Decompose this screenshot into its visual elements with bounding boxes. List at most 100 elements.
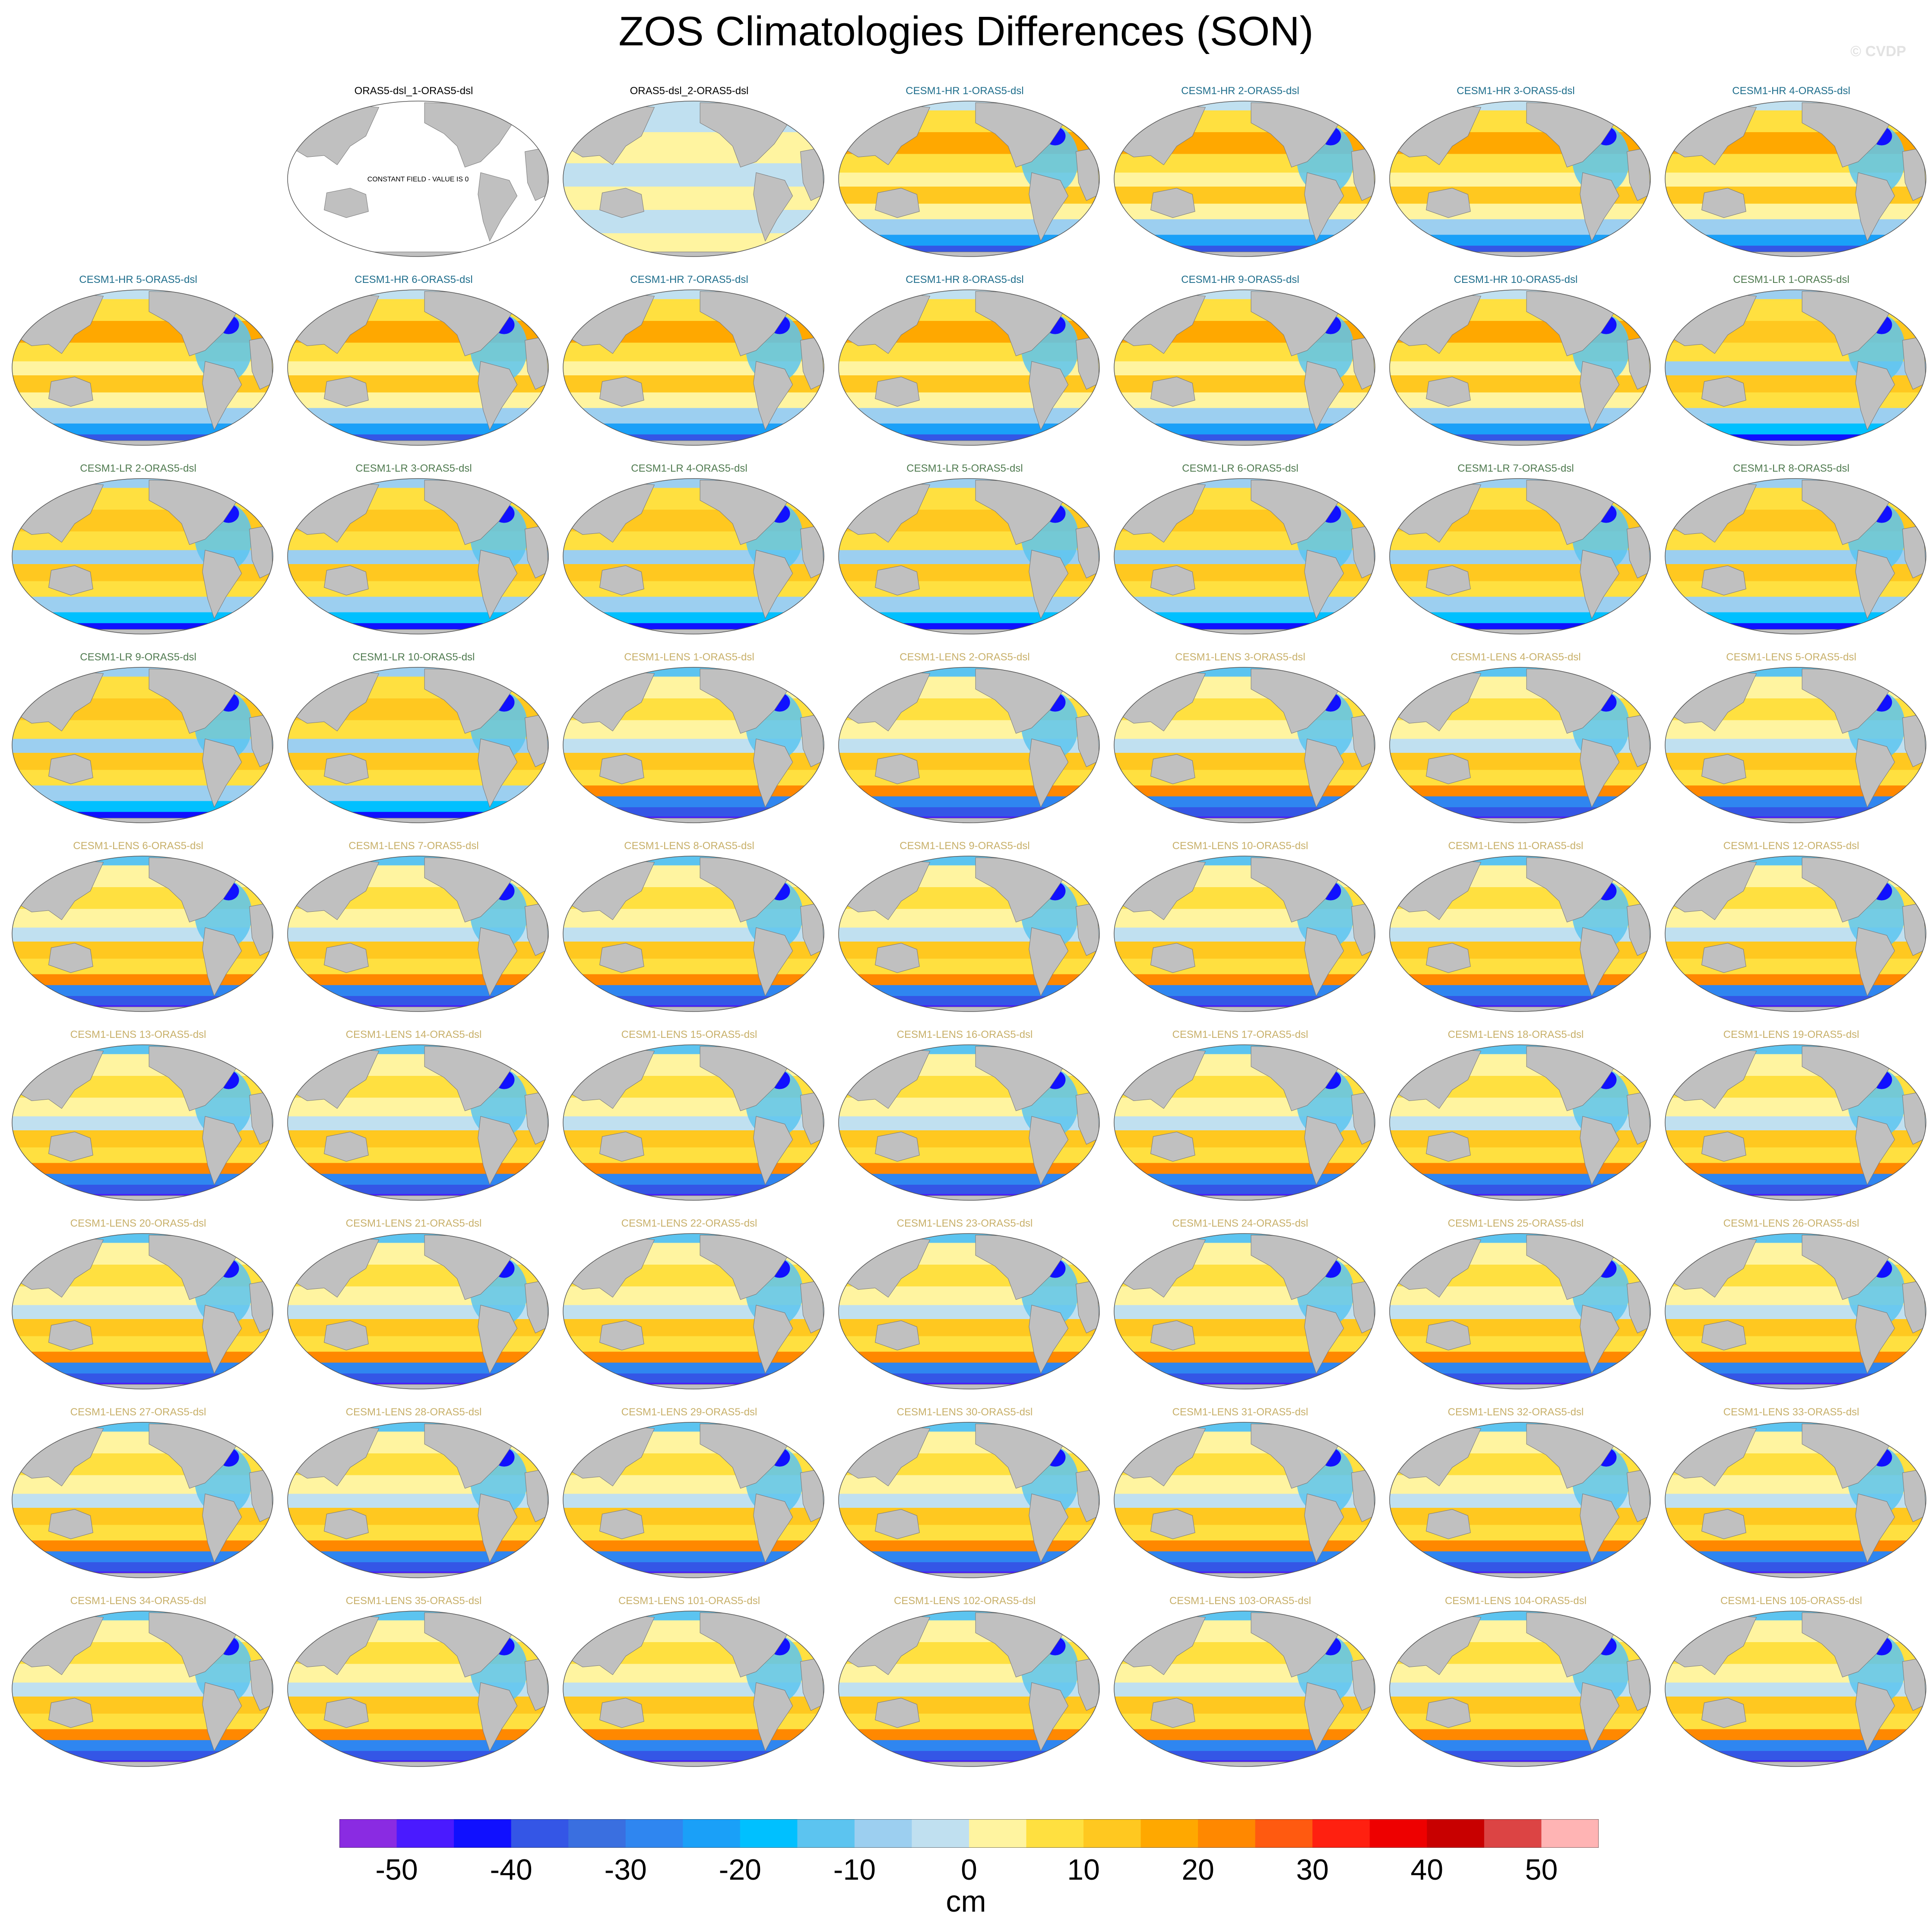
colorbar-swatch <box>1140 1819 1198 1848</box>
antarctica-land <box>621 1384 766 1389</box>
antarctica-land <box>70 440 215 445</box>
sea-level-band <box>839 101 1099 111</box>
antarctica-land <box>621 440 766 445</box>
sea-level-band <box>1114 1045 1375 1055</box>
australia-land <box>48 1509 93 1539</box>
sea-level-band <box>1390 1147 1650 1164</box>
australia-land <box>1701 1320 1746 1351</box>
sea-level-band <box>563 1611 824 1621</box>
world-map <box>1665 856 1926 1012</box>
antarctica-land <box>1172 1006 1317 1012</box>
sea-level-band <box>1665 1163 1926 1174</box>
sea-level-band <box>288 1751 548 1761</box>
colorbar-swatch <box>1427 1819 1485 1848</box>
map-outline <box>287 289 549 446</box>
sea-level-band <box>1390 796 1650 808</box>
south-america-land <box>478 927 518 997</box>
sea-level-band <box>563 1562 824 1572</box>
sea-level-band <box>1665 974 1926 986</box>
sea-level-band <box>1390 1751 1650 1761</box>
sea-level-band <box>1114 219 1375 235</box>
south-america-land <box>202 1304 242 1374</box>
world-map <box>12 1044 273 1201</box>
antarctica-land <box>1723 251 1868 257</box>
sea-level-band <box>12 667 273 677</box>
world-map <box>12 856 273 1012</box>
map-panel: CESM1-LENS 27-ORAS5-dsl <box>0 1406 273 1589</box>
sea-level-band <box>1390 1562 1650 1572</box>
antarctica-land <box>1448 629 1592 634</box>
sea-level-band <box>563 163 824 187</box>
sea-level-band <box>1114 785 1375 797</box>
map-panel: CESM1-LENS 18-ORAS5-dsl <box>1378 1029 1651 1212</box>
sea-level-band <box>839 996 1099 1006</box>
antarctica-land <box>1172 818 1317 823</box>
antarctica-land <box>621 1573 766 1578</box>
sea-level-band <box>563 796 824 808</box>
map-outline <box>1665 1233 1926 1389</box>
map-panel: CESM1-HR 3-ORAS5-dsl <box>1378 85 1651 268</box>
map-outline <box>1389 1422 1651 1578</box>
australia-land <box>48 943 93 973</box>
map-panel: ORAS5-dsl_1-ORAS5-dsl CONSTANT FIELD - VA… <box>276 85 549 268</box>
world-map <box>1114 1233 1375 1389</box>
sea-level-band <box>839 1611 1099 1621</box>
australia-land <box>599 1509 644 1539</box>
sea-level-band <box>1390 612 1650 624</box>
colorbar-swatch <box>396 1819 454 1848</box>
map-panel-title: CESM1-LENS 35-ORAS5-dsl <box>345 1595 482 1607</box>
map-panel-title: CESM1-LENS 25-ORAS5-dsl <box>1447 1218 1584 1229</box>
sea-level-band <box>1114 770 1375 786</box>
south-america-land <box>1580 1116 1620 1186</box>
antarctica-land <box>897 1195 1041 1200</box>
map-panel-title: CESM1-HR 7-ORAS5-dsl <box>630 274 748 285</box>
sea-level-band <box>563 958 824 975</box>
sea-level-band <box>839 1163 1099 1174</box>
antarctica-land <box>621 251 766 257</box>
antarctica-land <box>621 1006 766 1012</box>
map-panel: CESM1-HR 6-ORAS5-dsl <box>276 274 549 457</box>
world-map <box>287 478 549 634</box>
map-panel: CESM1-LENS 17-ORAS5-dsl <box>1102 1029 1375 1212</box>
map-outline <box>1665 101 1926 257</box>
map-panel: CESM1-LENS 105-ORAS5-dsl <box>1653 1595 1926 1778</box>
map-panel: CESM1-LR 1-ORAS5-dsl <box>1653 274 1926 457</box>
sea-level-band <box>1665 807 1926 817</box>
sea-level-band <box>563 1373 824 1383</box>
map-panel: CESM1-LENS 1-ORAS5-dsl <box>551 651 824 834</box>
world-map <box>1389 667 1651 823</box>
map-panel: CESM1-LENS 9-ORAS5-dsl <box>827 840 1100 1023</box>
sea-level-band <box>563 985 824 996</box>
sea-level-band <box>839 958 1099 975</box>
colorbar-tick-label: 40 <box>1410 1853 1444 1886</box>
south-america-land <box>1580 549 1620 619</box>
sea-level-band <box>288 479 548 488</box>
sea-level-band <box>839 1713 1099 1730</box>
sea-level-band <box>1114 1740 1375 1751</box>
map-panel-title: CESM1-LENS 3-ORAS5-dsl <box>1175 651 1305 663</box>
world-map <box>12 1233 273 1389</box>
sea-level-band <box>839 235 1099 246</box>
sea-level-band <box>563 596 824 613</box>
world-map <box>287 1611 549 1767</box>
antarctica-land <box>897 1006 1041 1012</box>
map-panel: CESM1-LR 4-ORAS5-dsl <box>551 463 824 645</box>
sea-level-band <box>839 219 1099 235</box>
sea-level-band <box>1390 101 1650 111</box>
south-america-land <box>1855 1116 1895 1186</box>
south-america-land <box>1580 1682 1620 1752</box>
antarctica-land <box>70 1384 215 1389</box>
map-panel: CESM1-LENS 104-ORAS5-dsl <box>1378 1595 1651 1778</box>
map-panel-title: CESM1-LENS 31-ORAS5-dsl <box>1172 1406 1308 1418</box>
sea-level-band <box>1114 996 1375 1006</box>
australia-land <box>1701 1132 1746 1162</box>
map-panel-title: CESM1-LENS 28-ORAS5-dsl <box>345 1406 482 1418</box>
antarctica-land <box>621 1761 766 1767</box>
antarctica-land <box>1172 1573 1317 1578</box>
colorbar-tick-label: -10 <box>833 1853 876 1886</box>
australia-land <box>1150 1132 1195 1162</box>
map-outline <box>1114 1233 1375 1389</box>
sea-level-band <box>288 1740 548 1751</box>
colorbar-swatch <box>683 1819 741 1848</box>
world-map <box>838 478 1100 634</box>
